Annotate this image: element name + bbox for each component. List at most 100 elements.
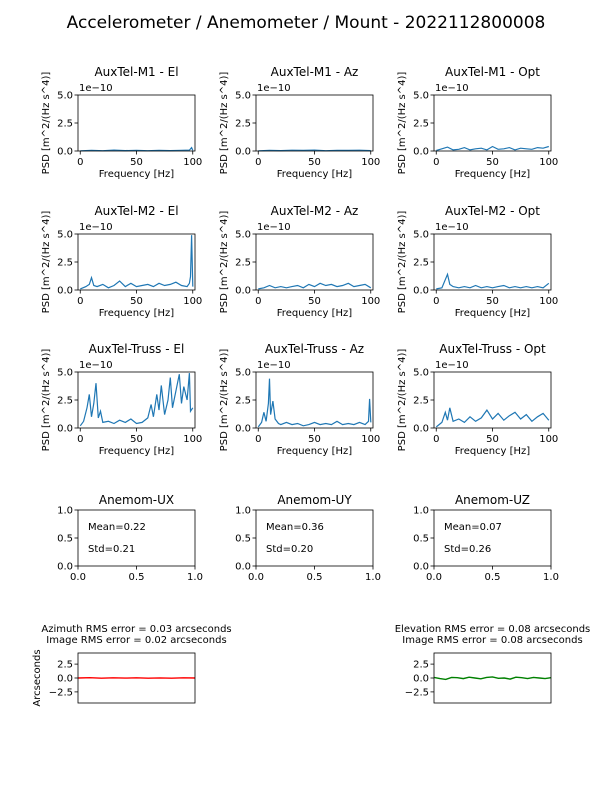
x-tick-label: 50	[130, 157, 143, 168]
psd-line	[257, 378, 372, 428]
x-tick-label: 50	[486, 434, 499, 445]
y-tick-label: 2.5	[57, 660, 73, 671]
figure-title: Accelerometer / Anemometer / Mount - 202…	[67, 13, 546, 33]
x-axis-label: Frequency [Hz]	[455, 169, 531, 180]
y-tick-label: 0.0	[57, 147, 73, 158]
rms-panel: Elevation RMS error = 0.08 arcsecondsIma…	[395, 624, 590, 704]
x-tick-label: 100	[183, 434, 202, 445]
x-tick-label: 50	[308, 296, 321, 307]
axes-frame	[255, 509, 374, 567]
panel-title: Anemom-UZ	[455, 493, 530, 507]
y-axis-label: PSD [m^2/(Hz s^4)]	[397, 211, 408, 314]
rms-title-line: Image RMS error = 0.02 arcseconds	[46, 635, 226, 646]
mean-text: Mean=0.07	[444, 522, 502, 533]
axis-offset-label: 1e−10	[257, 222, 291, 233]
y-tick-label: −2.5	[49, 687, 73, 698]
y-tick-label: 2.5	[57, 396, 73, 407]
std-text: Std=0.26	[444, 544, 491, 555]
y-tick-label: 0.0	[57, 286, 73, 297]
y-tick-label: 2.5	[413, 396, 429, 407]
y-tick-label: 2.5	[235, 396, 251, 407]
y-tick-label: 1.0	[57, 506, 73, 517]
y-tick-label: 2.5	[413, 258, 429, 269]
x-axis-label: Frequency [Hz]	[99, 169, 175, 180]
x-tick-label: 0.0	[70, 572, 86, 583]
psd-line	[435, 407, 550, 428]
y-axis-label: PSD [m^2/(Hz s^4)]	[219, 72, 230, 175]
rms-title-line: Image RMS error = 0.08 arcseconds	[402, 635, 582, 646]
y-tick-label: 5.0	[57, 91, 73, 102]
y-axis-label: Arcseconds	[32, 649, 43, 706]
x-tick-label: 50	[308, 434, 321, 445]
psd-panel: AuxTel-Truss - Az 1e−10 0 50 100 0.0 2.5 5.0 Fre…	[219, 342, 380, 457]
y-tick-label: 0.0	[235, 286, 251, 297]
y-tick-label: 5.0	[413, 91, 429, 102]
y-tick-label: 5.0	[235, 230, 251, 241]
axes-frame	[433, 509, 552, 567]
y-tick-label: 0.0	[413, 424, 429, 435]
rms-panel: Azimuth RMS error = 0.03 arcsecondsImage…	[32, 624, 232, 707]
x-tick-label: 100	[361, 157, 380, 168]
x-axis-label: Frequency [Hz]	[99, 308, 175, 319]
y-tick-label: 2.5	[57, 258, 73, 269]
mean-text: Mean=0.22	[88, 522, 146, 533]
y-tick-label: 2.5	[235, 258, 251, 269]
x-tick-label: 50	[486, 157, 499, 168]
y-tick-label: 2.5	[413, 660, 429, 671]
y-axis-label: PSD [m^2/(Hz s^4)]	[41, 349, 52, 452]
psd-panel: AuxTel-M1 - Opt 1e−10 0 50 100 0.0 2.5 5.0 Frequ…	[397, 65, 558, 180]
y-tick-label: 0.0	[413, 286, 429, 297]
x-axis-label: Frequency [Hz]	[455, 446, 531, 457]
x-tick-label: 1.0	[365, 572, 381, 583]
anemometer-panel: Anemom-UZ 0.0 0.5 1.0 0.0 0.5 1.0 Mean=0.07 Std=…	[413, 493, 559, 583]
y-tick-label: 2.5	[57, 119, 73, 130]
x-tick-label: 100	[539, 296, 558, 307]
panel-title: AuxTel-M1 - Opt	[445, 65, 540, 79]
y-tick-label: 0.5	[413, 534, 429, 545]
axes-frame	[255, 233, 374, 291]
psd-panel: AuxTel-M2 - Opt 1e−10 0 50 100 0.0 2.5 5.0 Frequ…	[397, 204, 558, 319]
axes-frame	[433, 94, 552, 152]
y-tick-label: 0.0	[413, 562, 429, 573]
x-tick-label: 0	[433, 157, 439, 168]
y-tick-label: 1.0	[413, 506, 429, 517]
x-axis-label: Frequency [Hz]	[277, 308, 353, 319]
x-tick-label: 100	[183, 296, 202, 307]
panel-title: AuxTel-M2 - El	[94, 204, 178, 218]
y-tick-label: 1.0	[235, 506, 251, 517]
psd-line	[79, 373, 194, 427]
x-tick-label: 0.5	[129, 572, 145, 583]
x-tick-label: 0	[255, 296, 261, 307]
axis-offset-label: 1e−10	[79, 360, 113, 371]
y-tick-label: 2.5	[413, 119, 429, 130]
panel-title: AuxTel-Truss - Az	[265, 342, 364, 356]
x-axis-label: Frequency [Hz]	[277, 446, 353, 457]
psd-line	[80, 235, 194, 290]
x-tick-label: 100	[183, 157, 202, 168]
panel-title: Anemom-UY	[277, 493, 352, 507]
psd-panel: AuxTel-Truss - Opt 1e−10 0 50 100 0.0 2.5 5.0 Fr…	[397, 342, 558, 457]
axes-frame	[77, 94, 196, 152]
psd-line	[436, 272, 550, 290]
y-tick-label: 5.0	[413, 368, 429, 379]
y-tick-label: 5.0	[235, 91, 251, 102]
x-tick-label: 1.0	[543, 572, 559, 583]
y-tick-label: 0.0	[413, 147, 429, 158]
x-tick-label: 0.0	[248, 572, 264, 583]
x-axis-label: Frequency [Hz]	[455, 308, 531, 319]
panel-title: AuxTel-Truss - El	[89, 342, 185, 356]
x-tick-label: 1.0	[187, 572, 203, 583]
psd-line	[80, 146, 194, 152]
x-tick-label: 100	[361, 296, 380, 307]
axes-frame	[255, 371, 374, 429]
y-tick-label: 5.0	[57, 368, 73, 379]
y-tick-label: 0.0	[235, 147, 251, 158]
std-text: Std=0.20	[266, 544, 313, 555]
y-tick-label: 5.0	[235, 368, 251, 379]
x-tick-label: 50	[308, 157, 321, 168]
panel-title: Anemom-UX	[99, 493, 174, 507]
panel-title: AuxTel-M2 - Opt	[445, 204, 540, 218]
x-tick-label: 0	[255, 157, 261, 168]
y-axis-label: PSD [m^2/(Hz s^4)]	[219, 349, 230, 452]
panel-title: AuxTel-Truss - Opt	[439, 342, 546, 356]
